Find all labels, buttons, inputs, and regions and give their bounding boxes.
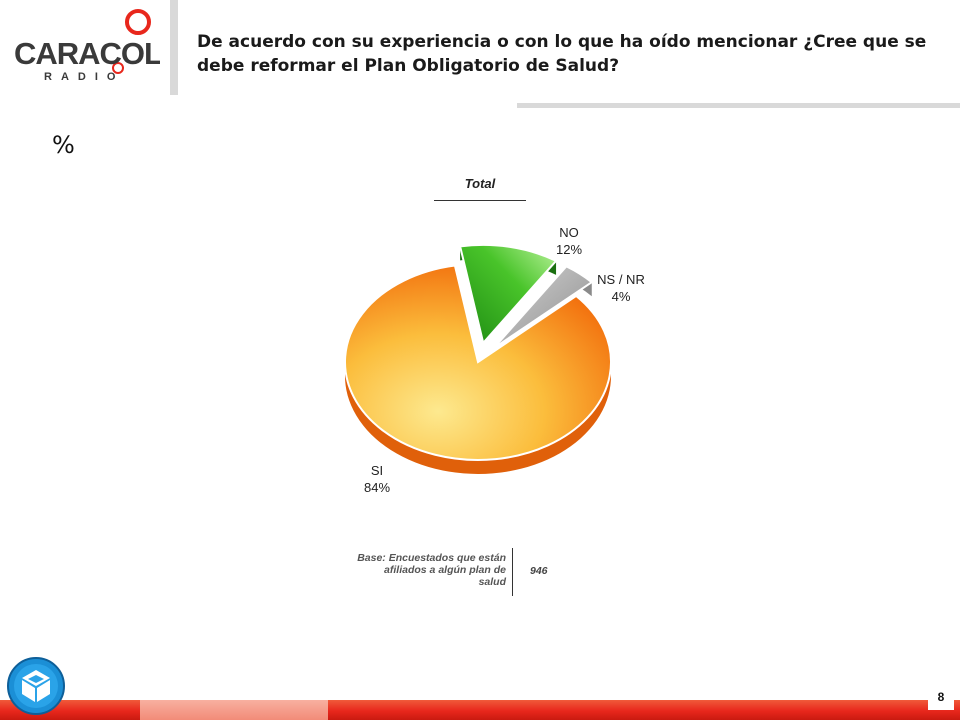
slice-label-si: SI 84%: [348, 462, 406, 496]
logo-small-ring: [112, 62, 124, 74]
slice-label-no: NO 12%: [540, 224, 598, 258]
slice-value-ns-nr: 4%: [611, 289, 631, 304]
logo-subtext: RADIO: [44, 71, 124, 83]
chart-title: Total: [464, 176, 496, 191]
pie-slice-ns-nr: [492, 265, 594, 350]
base-divider: [512, 548, 513, 596]
pie-slice-no: [458, 243, 558, 345]
slice-name-si: SI: [370, 463, 384, 478]
slice-name-no: NO: [559, 225, 579, 240]
slice-label-ns-nr: NS / NR 4%: [590, 271, 652, 305]
slice-value-si: 84%: [363, 480, 391, 495]
footer-highlight: [140, 700, 328, 720]
page-title: De acuerdo con su experiencia o con lo q…: [197, 32, 927, 76]
cube-logo-graphic: [7, 657, 65, 715]
chart-title-rule: [434, 200, 526, 201]
slice-name-ns-nr: NS / NR: [597, 272, 645, 287]
logo-divider: [170, 0, 178, 95]
caracol-radio-logo: CARACOL RADIO: [10, 8, 163, 84]
pie-slice-si: [344, 264, 612, 461]
base-value: 946: [530, 565, 548, 577]
base-description: Base: Encuestados que están afiliados a …: [357, 552, 506, 588]
unit-label: %: [52, 131, 75, 159]
page-number: 8: [928, 690, 954, 710]
cube-logo-icon: [6, 656, 66, 716]
slice-value-no: 12%: [555, 242, 583, 257]
title-rule: [517, 103, 960, 108]
logo-wordmark: CARACOL: [14, 36, 160, 71]
logo-ring: [125, 9, 151, 35]
